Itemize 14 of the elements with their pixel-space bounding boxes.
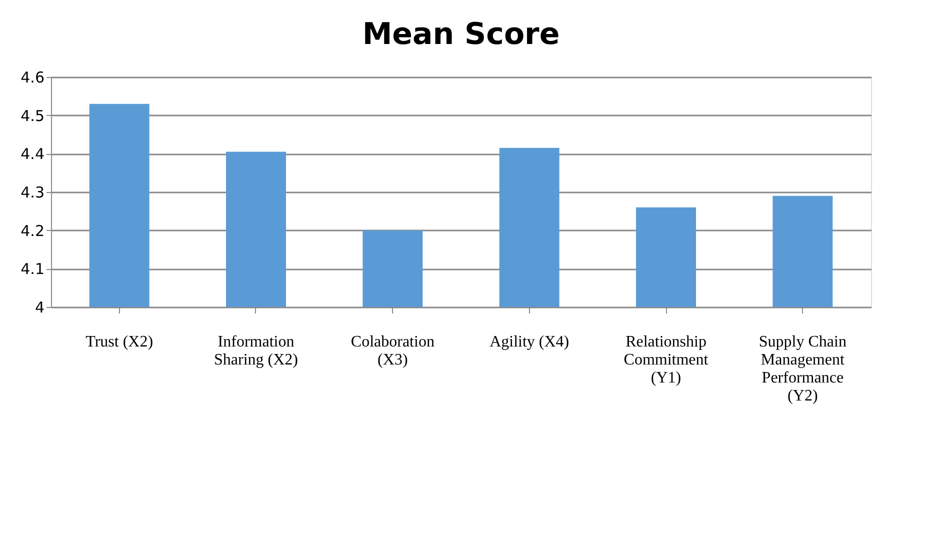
chart-title: Mean Score	[362, 17, 560, 52]
y-tick-label: 4.2	[20, 222, 44, 240]
x-tick-label: Trust (X2)	[86, 334, 154, 350]
x-tick-label: Relationship Commitment (Y1)	[624, 334, 709, 386]
y-tick-label: 4.3	[20, 184, 44, 202]
y-tick-label: 4.5	[20, 106, 44, 125]
x-tick-label: Colaboration (X3)	[350, 334, 434, 368]
y-tick-label: 4.6	[20, 68, 44, 86]
y-tick-label: 4.4	[20, 145, 44, 164]
x-tick-label: Information Sharing (X2)	[214, 334, 298, 368]
y-tick-label: 4.1	[20, 260, 44, 278]
x-tick-label: Supply Chain Management Performance (Y2)	[758, 334, 846, 404]
y-tick-label: 4	[34, 298, 44, 316]
x-tick-label: Agility (X4)	[490, 334, 570, 350]
